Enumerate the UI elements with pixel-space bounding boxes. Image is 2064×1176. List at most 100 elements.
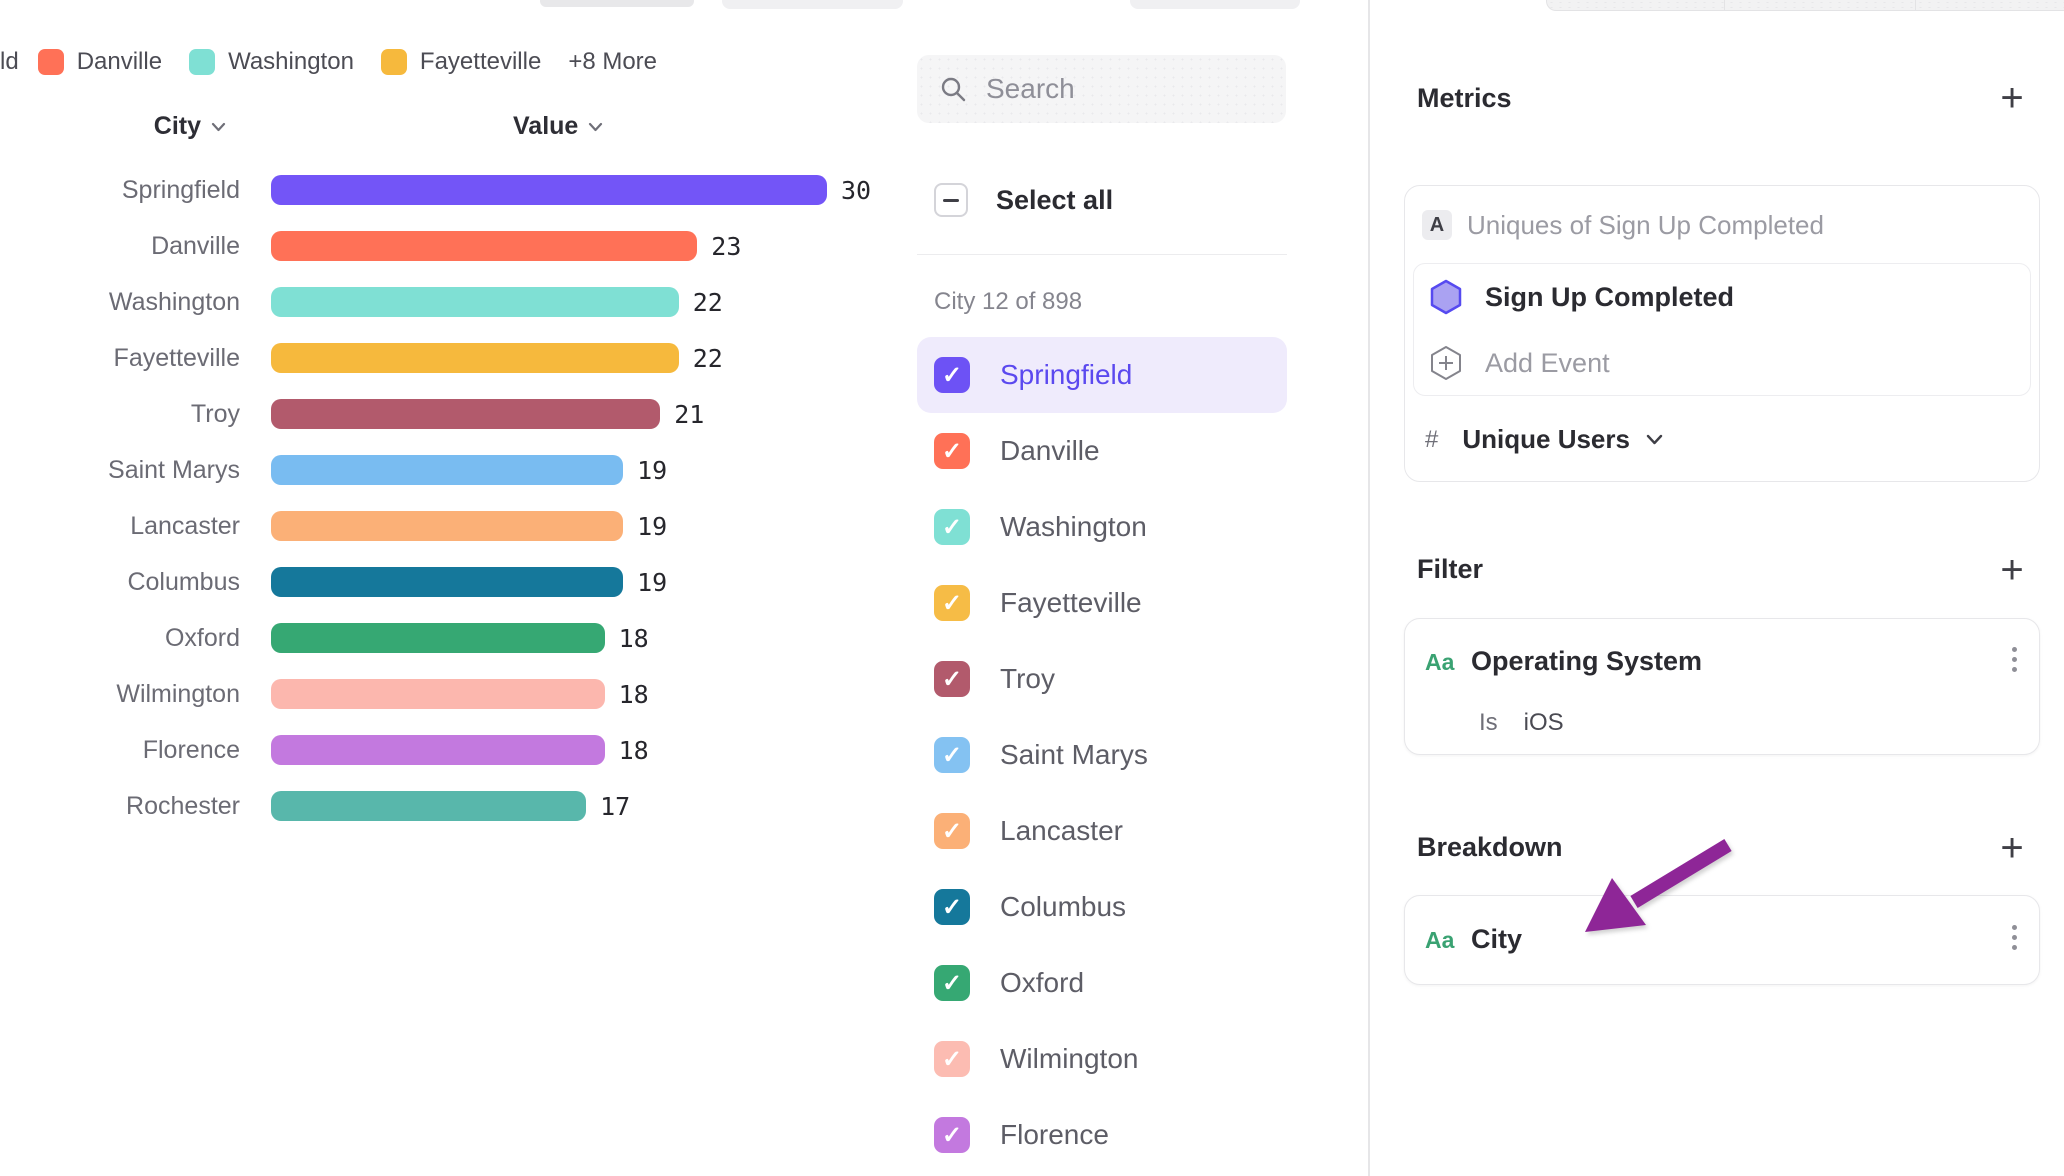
city-list-item[interactable]: ✓ Fayetteville — [917, 565, 1287, 641]
city-list-item[interactable]: ✓ Oxford — [917, 945, 1287, 1021]
segment-divider — [1915, 0, 1916, 10]
value-column-header[interactable]: Value — [513, 112, 603, 141]
filter-condition[interactable]: Is iOS — [1479, 709, 1564, 737]
checkbox-checked-icon[interactable]: ✓ — [934, 1041, 970, 1077]
chart-value-label: 18 — [618, 735, 649, 765]
city-list-item[interactable]: ✓ Washington — [917, 489, 1287, 565]
filter-card[interactable]: Aa Operating System Is iOS — [1404, 618, 2040, 755]
clipped-toolbar-fragment — [1130, 0, 1300, 9]
chart-category-label: Danville — [151, 231, 240, 260]
chevron-down-icon — [211, 122, 226, 131]
checkbox-checked-icon[interactable]: ✓ — [934, 965, 970, 1001]
legend-more-button[interactable]: +8 More — [568, 48, 658, 75]
chart-bar — [271, 287, 679, 317]
chart-bar — [271, 231, 698, 261]
legend-item[interactable]: Fayetteville — [380, 48, 542, 76]
city-column-header[interactable]: City — [0, 112, 240, 141]
panel-divider — [1368, 0, 1370, 1176]
breakdown-section-title: Breakdown — [1417, 832, 1563, 862]
city-list-item[interactable]: ✓ Wilmington — [917, 1021, 1287, 1097]
legend-swatch — [37, 49, 64, 75]
city-list-item-label: Danville — [1000, 435, 1100, 466]
chart-category-label: Springfield — [121, 175, 240, 204]
minus-icon — [943, 198, 959, 202]
city-list-item-label: Washington — [1000, 511, 1147, 542]
checkbox-checked-icon[interactable]: ✓ — [934, 661, 970, 697]
checkbox-checked-icon[interactable]: ✓ — [934, 509, 970, 545]
chart-bar — [271, 455, 624, 485]
city-list-item[interactable]: ✓ Troy — [917, 641, 1287, 717]
legend-item[interactable]: Danville — [37, 48, 162, 76]
chart-bar — [271, 343, 679, 373]
checkbox-checked-icon[interactable]: ✓ — [934, 357, 970, 393]
chart-row: Troy 21 — [0, 386, 900, 442]
add-metric-button[interactable]: + — [2000, 76, 2024, 120]
legend-item-clipped[interactable]: ld — [0, 48, 19, 75]
event-list-card: Sign Up Completed Add Event — [1413, 263, 2031, 396]
chart-bar — [271, 567, 624, 597]
checkbox-checked-icon[interactable]: ✓ — [934, 737, 970, 773]
aggregation-selector[interactable]: # Unique Users — [1425, 396, 1663, 483]
checkbox-checked-icon[interactable]: ✓ — [934, 813, 970, 849]
select-all-row[interactable]: Select all — [934, 182, 1113, 218]
add-breakdown-button[interactable]: + — [2000, 826, 2024, 870]
city-list-item[interactable]: ✓ Lancaster — [917, 793, 1287, 869]
aggregation-label: Unique Users — [1462, 424, 1630, 454]
city-column-header-label: City — [153, 112, 201, 140]
legend-swatch — [189, 49, 216, 75]
city-list-item[interactable]: ✓ Springfield — [917, 337, 1287, 413]
chart-value-label: 22 — [692, 343, 723, 373]
chart-bar — [271, 679, 605, 709]
text-property-type-icon: Aa — [1425, 927, 1455, 953]
legend-label: Fayetteville — [419, 48, 542, 75]
divider — [917, 254, 1287, 255]
legend-item[interactable]: Washington — [189, 48, 354, 76]
checkbox-checked-icon[interactable]: ✓ — [934, 585, 970, 621]
kebab-menu-icon[interactable] — [2012, 647, 2017, 672]
checkbox-checked-icon[interactable]: ✓ — [934, 889, 970, 925]
city-count-label: City 12 of 898 — [934, 288, 1083, 315]
chart-category-label: Florence — [142, 735, 240, 764]
filter-property-label: Operating System — [1471, 646, 1703, 676]
city-list-item[interactable]: ✓ Columbus — [917, 869, 1287, 945]
city-list-item-label: Wilmington — [1000, 1043, 1139, 1074]
filter-operator: Is — [1479, 709, 1498, 736]
chart-value-label: 21 — [674, 399, 705, 429]
search-input[interactable]: Search — [917, 55, 1286, 123]
metric-title: Uniques of Sign Up Completed — [1467, 209, 1824, 240]
chart-category-label: Saint Marys — [108, 455, 240, 484]
event-row[interactable]: Sign Up Completed — [1414, 264, 2030, 330]
add-filter-button[interactable]: + — [2000, 548, 2024, 592]
breakdown-card[interactable]: Aa City — [1404, 895, 2040, 985]
chart-row: Saint Marys 19 — [0, 442, 900, 498]
chart-value-label: 23 — [711, 231, 742, 261]
clipped-toolbar-fragment — [722, 0, 903, 9]
event-name-label: Sign Up Completed — [1485, 281, 1734, 312]
chart-row: Danville 23 — [0, 218, 900, 274]
chart-bar — [271, 511, 624, 541]
city-list-item[interactable]: ✓ Danville — [917, 413, 1287, 489]
chart-row: Wilmington 18 — [0, 666, 900, 722]
chart-value-label: 17 — [600, 791, 631, 821]
metrics-card: A Uniques of Sign Up Completed Sign Up C… — [1404, 185, 2040, 482]
chart-category-label: Columbus — [127, 567, 240, 596]
add-event-row[interactable]: Add Event — [1414, 330, 2030, 396]
chart-row: Springfield 30 — [0, 162, 900, 218]
legend-label: Washington — [228, 48, 354, 75]
city-list-item-label: Oxford — [1000, 967, 1085, 998]
checkbox-checked-icon[interactable]: ✓ — [934, 433, 970, 469]
filter-section-title: Filter — [1417, 554, 1484, 584]
chart-column-headers: City Value — [0, 112, 870, 148]
city-list-item-label: Troy — [1000, 663, 1055, 694]
kebab-menu-icon[interactable] — [2012, 925, 2017, 950]
chart-value-label: 30 — [841, 175, 872, 205]
chart-row: Florence 18 — [0, 722, 900, 778]
chart-category-label: Lancaster — [130, 511, 240, 540]
select-all-checkbox-indeterminate[interactable] — [934, 183, 968, 217]
chart-bar — [271, 791, 587, 821]
city-list-item[interactable]: ✓ Saint Marys — [917, 717, 1287, 793]
city-list-item-label: Lancaster — [1000, 815, 1123, 846]
checkbox-checked-icon[interactable]: ✓ — [934, 1117, 970, 1153]
city-list-item[interactable]: ✓ Florence — [917, 1097, 1287, 1173]
add-event-hexagon-plus-icon — [1431, 346, 1461, 380]
